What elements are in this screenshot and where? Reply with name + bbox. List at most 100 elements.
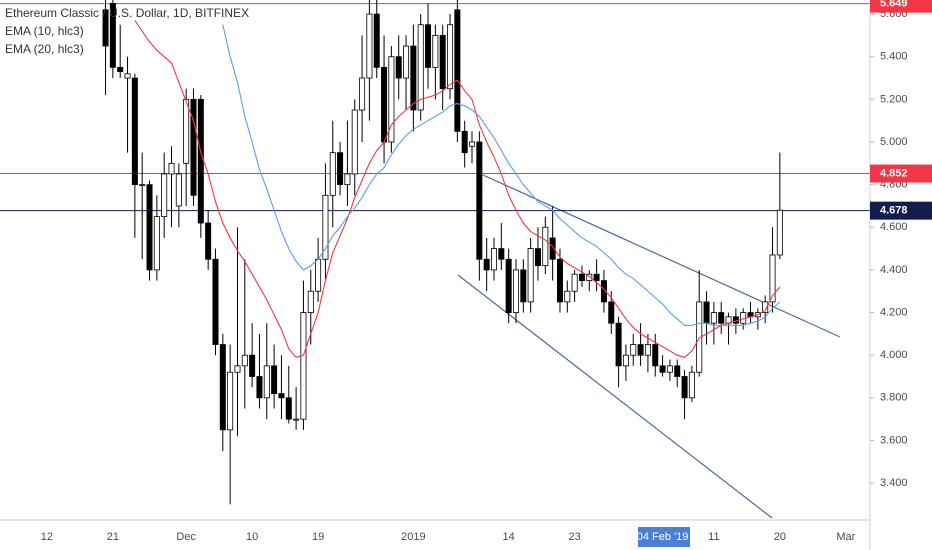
candle-body [373, 13, 380, 68]
y-tick-label: 4.600 [880, 221, 908, 233]
candle-body [593, 273, 600, 281]
candle-body [681, 376, 688, 399]
candle-body [161, 173, 168, 218]
candle-body [556, 258, 563, 303]
x-tick-label: Mar [836, 531, 855, 543]
candle-body [476, 141, 483, 260]
chart-title: Ethereum Classic / U.S. Dollar, 1D, BITF… [5, 6, 249, 20]
candle-body [168, 162, 175, 175]
candle-body [131, 77, 138, 186]
candle-body [703, 301, 710, 324]
candle-body [491, 248, 498, 271]
candle-body [534, 248, 541, 267]
y-tick-label: 3.400 [880, 477, 908, 489]
candle-body [403, 45, 410, 79]
price-marker-label: 4.852 [880, 167, 908, 179]
candle-body [351, 109, 358, 175]
candle-body [439, 34, 446, 90]
candle-body [542, 226, 549, 267]
x-tick-label: 10 [246, 531, 258, 543]
candle-body [498, 248, 505, 260]
x-tick-label: 14 [503, 531, 515, 543]
y-tick-label: 3.600 [880, 434, 908, 446]
price-marker-label: 4.678 [880, 205, 908, 217]
candle-body [630, 344, 637, 356]
candle-body [461, 130, 468, 154]
candle-body [520, 269, 527, 303]
candle-body [615, 322, 622, 367]
legend-entry: EMA (20, hlc3) [5, 42, 84, 56]
y-tick-label: 4.200 [880, 306, 908, 318]
candle-body [710, 312, 717, 324]
candle-body [300, 312, 307, 420]
candle-body [659, 365, 666, 373]
candle-body [227, 371, 234, 431]
candle-body [117, 66, 124, 73]
ema-line [222, 24, 781, 326]
candle-body [271, 365, 278, 394]
legend-entry: EMA (10, hlc3) [5, 24, 84, 38]
price-markers: 5.649 4.852 4.678 [870, 0, 932, 220]
candle-body [124, 73, 131, 79]
candle-body [505, 258, 512, 313]
candle-body [278, 393, 285, 399]
candle-body [432, 34, 439, 68]
candle-body [622, 354, 629, 367]
candle-body [688, 371, 695, 399]
candle-body [417, 24, 424, 111]
candle-body [205, 222, 212, 260]
candle-body [102, 9, 109, 47]
candle-body [322, 194, 329, 260]
candle-body [447, 24, 454, 90]
candle-body [549, 237, 556, 260]
candle-body [571, 273, 578, 292]
candle-body [381, 66, 388, 143]
candle-body [190, 98, 197, 196]
candle-body [776, 209, 783, 256]
price-marker-box [870, 201, 932, 220]
candle-body [256, 376, 263, 399]
candle-body [718, 312, 725, 324]
candle-body [388, 56, 395, 143]
x-tick-label: 21 [107, 531, 119, 543]
x-tick-label: 19 [312, 531, 324, 543]
y-tick-label: 4.400 [880, 264, 908, 276]
price-marker-label: 5.649 [880, 0, 908, 10]
y-tick-label: 3.800 [880, 392, 908, 404]
candle-body [674, 365, 681, 377]
candle-body [578, 273, 585, 281]
candle-body [637, 344, 644, 356]
candle-body [146, 184, 153, 271]
candle-body [197, 98, 204, 224]
price-marker-box [870, 0, 932, 13]
x-tick-label: 04 Feb '19 [637, 531, 689, 543]
candle-body [337, 152, 344, 186]
plot-area [0, 0, 870, 519]
candle-body [483, 258, 490, 271]
candle-body [512, 269, 519, 313]
y-tick-label: 5.000 [880, 136, 908, 148]
candle-body [153, 216, 160, 271]
trend-line [457, 274, 773, 519]
x-tick-label: 12 [41, 531, 53, 543]
candle-body [359, 77, 366, 111]
candle-body [307, 290, 314, 313]
candle-body [469, 141, 476, 147]
candle-body [666, 365, 673, 373]
candle-body [564, 290, 571, 303]
candle-body [212, 258, 219, 345]
candle-body [175, 173, 182, 207]
price-marker-box [870, 164, 932, 183]
time-axis: 12 21 Dec 10 19 2019 14 23 04 Feb '19 11 20 Mar [41, 527, 856, 547]
candle-body [109, 3, 116, 68]
candle-body [183, 98, 190, 164]
candle-body [652, 344, 659, 367]
y-tick-label: 5.400 [880, 51, 908, 63]
candle-body [263, 365, 270, 399]
candle-body [410, 45, 417, 111]
candle-body [329, 152, 336, 196]
candle-body [234, 365, 241, 373]
candle-body [241, 354, 248, 367]
